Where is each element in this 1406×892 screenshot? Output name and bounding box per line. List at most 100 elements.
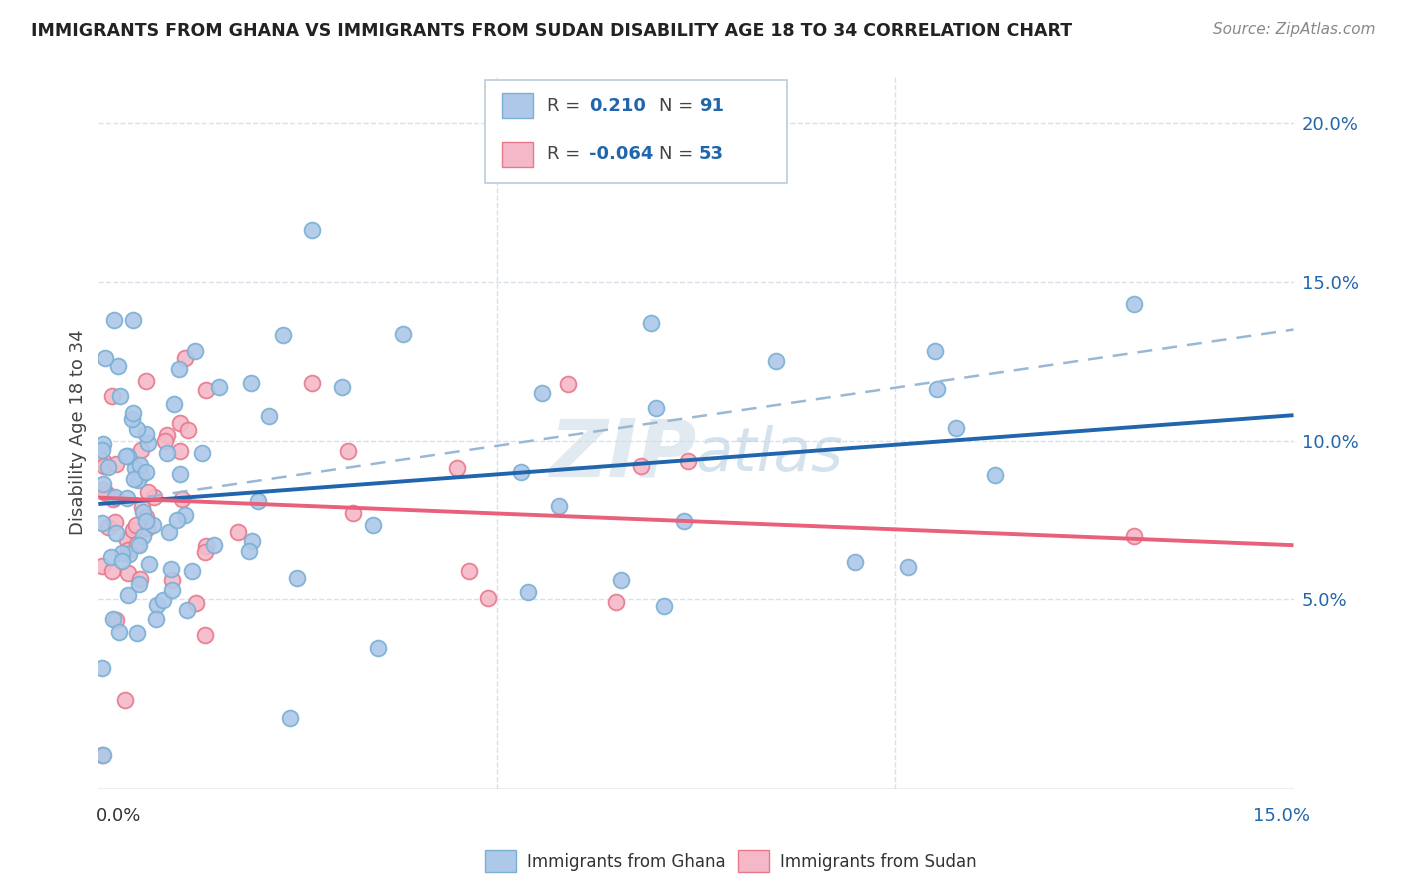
Point xyxy=(122,312,145,326)
Point xyxy=(117,543,139,558)
Point xyxy=(458,564,481,578)
Point xyxy=(121,406,143,420)
Point xyxy=(105,613,128,627)
Point xyxy=(117,449,139,463)
Text: 0.210: 0.210 xyxy=(589,97,645,115)
Point xyxy=(202,538,225,552)
Point xyxy=(285,571,308,585)
Text: IMMIGRANTS FROM GHANA VS IMMIGRANTS FROM SUDAN DISABILITY AGE 18 TO 34 CORRELATI: IMMIGRANTS FROM GHANA VS IMMIGRANTS FROM… xyxy=(31,22,1071,40)
Point xyxy=(925,382,948,396)
Point xyxy=(180,564,202,578)
Point xyxy=(156,428,179,442)
Point xyxy=(152,593,174,607)
Point xyxy=(91,747,114,762)
Point xyxy=(945,420,967,434)
Point xyxy=(127,473,149,487)
Point xyxy=(91,436,114,450)
Point xyxy=(157,524,180,539)
Point xyxy=(125,518,148,533)
Point xyxy=(94,486,117,500)
Point xyxy=(160,574,183,588)
Point xyxy=(115,449,138,463)
Text: -0.064: -0.064 xyxy=(589,145,654,163)
Point xyxy=(844,556,866,570)
Point xyxy=(169,416,191,430)
Text: 15.0%: 15.0% xyxy=(1253,807,1310,825)
Point xyxy=(136,435,159,450)
Point xyxy=(91,477,114,491)
Point xyxy=(240,533,263,548)
Point xyxy=(125,422,148,436)
Point xyxy=(135,509,157,524)
Point xyxy=(177,423,200,437)
Point xyxy=(131,467,153,482)
Point xyxy=(93,483,115,497)
Point xyxy=(104,515,127,529)
Point xyxy=(93,459,115,474)
Point xyxy=(652,599,675,613)
Point xyxy=(135,514,157,528)
Point xyxy=(169,467,191,481)
Point xyxy=(176,602,198,616)
Point xyxy=(96,460,118,475)
Point xyxy=(91,516,114,530)
Point xyxy=(145,612,167,626)
Point xyxy=(142,518,165,533)
Point xyxy=(1123,297,1146,311)
Point xyxy=(531,386,554,401)
Point xyxy=(105,457,128,471)
Point xyxy=(640,316,662,330)
Point xyxy=(191,446,214,460)
Point xyxy=(135,521,157,535)
Point xyxy=(135,374,157,388)
Point xyxy=(100,549,122,564)
Text: N =: N = xyxy=(659,97,693,115)
Text: Immigrants from Sudan: Immigrants from Sudan xyxy=(780,853,977,871)
Point xyxy=(166,513,188,527)
Point xyxy=(336,443,359,458)
Text: R =: R = xyxy=(547,97,581,115)
Point xyxy=(117,588,139,602)
Point xyxy=(115,533,138,548)
Point xyxy=(117,491,139,506)
Point xyxy=(121,524,143,538)
Point xyxy=(146,598,169,612)
Point xyxy=(132,529,155,543)
Point xyxy=(117,566,139,580)
Point xyxy=(91,661,114,675)
Point xyxy=(194,545,217,559)
Point xyxy=(104,490,127,504)
Point xyxy=(173,351,195,365)
Point xyxy=(108,390,131,404)
Point xyxy=(173,508,195,522)
Point xyxy=(118,547,141,561)
Point xyxy=(101,612,124,626)
Point xyxy=(610,574,633,588)
Point xyxy=(101,492,124,507)
Point xyxy=(172,492,194,507)
Text: atlas: atlas xyxy=(696,425,844,483)
Point xyxy=(238,544,260,558)
Point xyxy=(91,559,114,574)
Point xyxy=(547,499,569,513)
Point xyxy=(645,401,668,415)
Point xyxy=(984,468,1007,483)
Point xyxy=(156,445,179,459)
Point xyxy=(103,313,125,327)
Point xyxy=(557,376,579,391)
Point xyxy=(131,442,153,457)
Point xyxy=(195,539,218,553)
Point xyxy=(367,640,389,655)
Point xyxy=(128,458,150,472)
Text: Immigrants from Ghana: Immigrants from Ghana xyxy=(527,853,725,871)
Point xyxy=(195,383,218,397)
Point xyxy=(169,444,191,458)
Point xyxy=(129,572,152,586)
Point xyxy=(510,465,533,479)
Point xyxy=(446,461,468,475)
Point xyxy=(163,397,186,411)
Point xyxy=(97,520,120,534)
Point xyxy=(391,327,413,342)
Point xyxy=(273,328,295,343)
Point xyxy=(108,625,131,640)
